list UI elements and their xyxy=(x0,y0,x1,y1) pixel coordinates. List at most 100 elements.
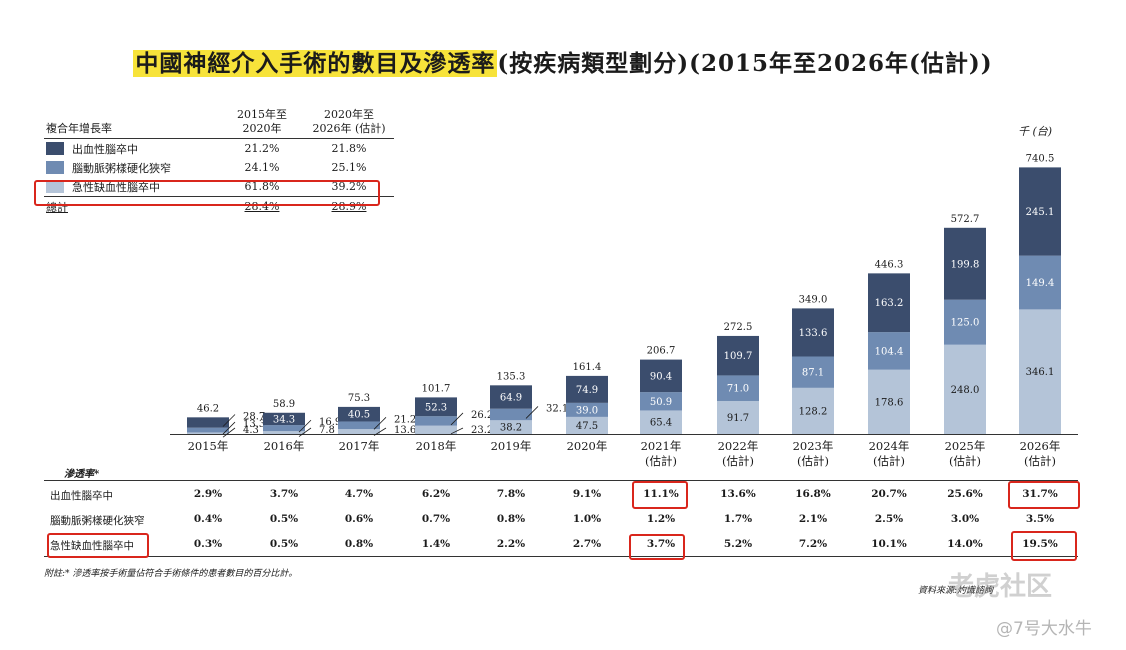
bar-ischemic-2 xyxy=(338,429,380,434)
bar-total-label-2: 75.3 xyxy=(348,393,370,404)
bar-hemorrhagic-1 xyxy=(263,412,305,426)
x-tick-label-2: 2017年 xyxy=(339,439,380,453)
bar-ischemic-9 xyxy=(868,369,910,434)
bar-hemorrhagic-10 xyxy=(944,227,986,300)
penetration-cell: 13.6% xyxy=(720,488,756,500)
x-tick-label-11: 2026年 xyxy=(1020,439,1061,453)
x-tick-label-1: 2016年 xyxy=(264,439,305,453)
cagr-col2-line1: 2020年至 xyxy=(324,108,374,121)
penetration-cell: 3.7% xyxy=(646,538,676,550)
bar-label-stenosis-9: 104.4 xyxy=(875,346,904,357)
bar-label-hemorrhagic-10: 199.8 xyxy=(951,259,980,270)
bar-label-ischemic-0: 4.3 xyxy=(243,425,259,436)
watermark-logo: 老虎社区 xyxy=(948,572,1053,602)
penetration-cell: 5.2% xyxy=(723,538,753,550)
highlight-box-pen-ischemic-label xyxy=(47,533,149,558)
x-tick-label-5: 2020年 xyxy=(567,439,608,453)
bar-label-hemorrhagic-6: 90.4 xyxy=(650,371,672,382)
penetration-cell: 0.3% xyxy=(193,538,223,550)
bar-ischemic-11 xyxy=(1019,309,1061,434)
penetration-cell: 1.4% xyxy=(421,538,451,550)
bar-label-stenosis-2: 21.2 xyxy=(394,414,416,425)
bar-stenosis-10 xyxy=(944,299,986,345)
penetration-cell: 3.0% xyxy=(950,513,980,525)
bar-label-hemorrhagic-1: 34.3 xyxy=(273,414,295,425)
bar-total-label-0: 46.2 xyxy=(197,403,219,414)
bar-stenosis-9 xyxy=(868,332,910,370)
bar-label-ischemic-5: 47.5 xyxy=(576,421,598,432)
title-rest: (按疾病類型劃分)(2015年至2026年(估計)) xyxy=(497,50,993,77)
penetration-cell: 0.7% xyxy=(421,513,451,525)
bar-hemorrhagic-6 xyxy=(640,359,682,393)
penetration-cell: 2.7% xyxy=(572,538,602,550)
bar-label-hemorrhagic-0: 28.7 xyxy=(243,411,265,422)
legend-swatch-ischemic xyxy=(46,180,64,193)
bar-label-ischemic-2: 13.6 xyxy=(394,425,416,436)
bar-label-hemorrhagic-2: 40.5 xyxy=(348,410,370,421)
bar-label-stenosis-5: 39.0 xyxy=(576,405,598,416)
cagr-row-v1: 24.1% xyxy=(244,161,280,174)
cagr-col2-line2: 2026年 (估計) xyxy=(312,122,386,135)
x-tick-label-7: (估計) xyxy=(722,454,754,468)
penetration-title: 滲透率* xyxy=(64,469,100,480)
x-tick-label-10: 2025年 xyxy=(945,439,986,453)
bar-label-ischemic-4: 38.2 xyxy=(500,423,522,434)
leader-line-stenosis-4 xyxy=(525,406,539,419)
bar-stenosis-7 xyxy=(717,375,759,401)
bar-label-stenosis-8: 87.1 xyxy=(802,368,824,379)
cagr-col2-header: 2020年至 2026年 (估計) xyxy=(306,108,392,136)
bar-ischemic-10 xyxy=(944,344,986,434)
cagr-label: 複合年增長率 xyxy=(46,122,112,135)
penetration-cell: 16.8% xyxy=(795,488,831,500)
highlight-box-pen-2021-hemorrhagic xyxy=(632,481,688,509)
bar-label-ischemic-11: 346.1 xyxy=(1026,367,1055,378)
x-tick-label-6: (估計) xyxy=(645,454,677,468)
bar-ischemic-6 xyxy=(640,410,682,434)
cagr-row-name: 腦動脈粥樣硬化狹窄 xyxy=(72,162,171,175)
bar-stenosis-6 xyxy=(640,392,682,411)
bar-ischemic-0 xyxy=(187,432,229,434)
bar-hemorrhagic-11 xyxy=(1019,167,1061,256)
bar-total-label-3: 101.7 xyxy=(422,383,451,394)
x-tick-label-9: (估計) xyxy=(873,454,905,468)
bar-label-hemorrhagic-11: 245.1 xyxy=(1026,207,1055,218)
cagr-row-name: 出血性腦卒中 xyxy=(72,143,138,156)
bar-label-hemorrhagic-9: 163.2 xyxy=(875,298,904,309)
bar-hemorrhagic-7 xyxy=(717,335,759,376)
bar-total-label-4: 135.3 xyxy=(497,371,526,382)
highlight-box-pen-2021-ischemic xyxy=(629,534,685,560)
bar-total-label-11: 740.5 xyxy=(1026,153,1055,164)
penetration-cell: 7.2% xyxy=(798,538,828,550)
bar-ischemic-7 xyxy=(717,400,759,434)
bar-hemorrhagic-4 xyxy=(490,385,532,409)
highlight-box-pen-2026-ischemic xyxy=(1011,531,1077,561)
x-tick-label-11: (估計) xyxy=(1024,454,1056,468)
bar-ischemic-3 xyxy=(415,425,457,434)
x-tick-label-3: 2018年 xyxy=(416,439,457,453)
bar-ischemic-8 xyxy=(792,387,834,434)
penetration-cell: 1.7% xyxy=(723,513,753,525)
bar-stenosis-4 xyxy=(490,408,532,421)
bar-hemorrhagic-5 xyxy=(566,375,608,403)
penetration-cell: 7.8% xyxy=(496,488,526,500)
bar-label-ischemic-10: 248.0 xyxy=(951,385,980,396)
penetration-row: 出血性腦卒中 2.9% 3.7% 4.7% 6.2% 7.8% 9.1% 11.1% 13.6%… xyxy=(44,480,1078,506)
bar-total-label-1: 58.9 xyxy=(273,399,295,410)
bar-hemorrhagic-3 xyxy=(415,397,457,417)
bar-stenosis-11 xyxy=(1019,255,1061,310)
penetration-row-name: 出血性腦卒中 xyxy=(50,490,113,502)
leader-line-ischemic-3 xyxy=(450,427,464,435)
bar-label-hemorrhagic-7: 109.7 xyxy=(724,351,753,362)
cagr-row-v2: 21.8% xyxy=(331,142,367,155)
bar-label-ischemic-1: 7.8 xyxy=(319,425,335,436)
bar-label-stenosis-10: 125.0 xyxy=(951,318,980,329)
bar-label-hemorrhagic-4: 64.9 xyxy=(500,393,522,404)
bar-label-stenosis-7: 71.0 xyxy=(727,384,749,395)
penetration-cell: 2.5% xyxy=(874,513,904,525)
penetration-cell: 4.7% xyxy=(344,488,374,500)
cagr-col1-line2: 2020年 xyxy=(242,122,282,135)
cagr-row-stenosis: 腦動脈粥樣硬化狹窄 24.1% 25.1% xyxy=(44,158,394,177)
x-tick-label-10: (估計) xyxy=(949,454,981,468)
penetration-row-name: 急性缺血性腦卒中 xyxy=(50,540,134,552)
